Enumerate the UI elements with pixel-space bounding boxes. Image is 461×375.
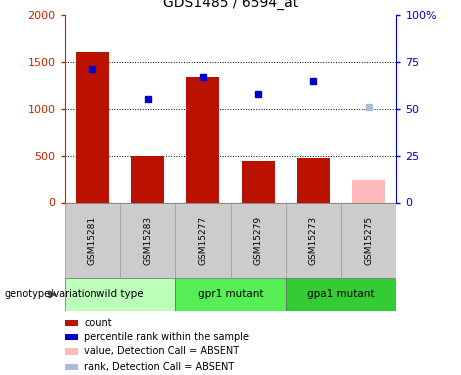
Text: genotype/variation: genotype/variation xyxy=(5,290,97,299)
Bar xyxy=(286,202,341,278)
Bar xyxy=(65,320,78,326)
Text: gpr1 mutant: gpr1 mutant xyxy=(198,290,263,299)
Bar xyxy=(186,77,219,203)
Text: GSM15273: GSM15273 xyxy=(309,215,318,265)
Text: rank, Detection Call = ABSENT: rank, Detection Call = ABSENT xyxy=(84,362,235,372)
Bar xyxy=(65,278,175,311)
Bar xyxy=(230,202,286,278)
Bar xyxy=(76,52,109,202)
Bar xyxy=(175,278,286,311)
Text: GSM15275: GSM15275 xyxy=(364,215,373,265)
Text: gpa1 mutant: gpa1 mutant xyxy=(307,290,375,299)
Bar xyxy=(286,278,396,311)
Bar xyxy=(175,202,230,278)
Text: wild type: wild type xyxy=(96,290,144,299)
Text: GSM15279: GSM15279 xyxy=(254,215,263,265)
Bar xyxy=(65,334,78,340)
Text: GSM15283: GSM15283 xyxy=(143,215,152,265)
Bar xyxy=(65,348,78,355)
Bar xyxy=(65,202,120,278)
Bar xyxy=(352,180,385,203)
Bar xyxy=(242,161,275,202)
Title: GDS1485 / 6594_at: GDS1485 / 6594_at xyxy=(163,0,298,10)
Bar xyxy=(120,202,175,278)
Bar xyxy=(341,202,396,278)
Bar xyxy=(297,158,330,203)
Bar xyxy=(65,363,78,370)
Text: count: count xyxy=(84,318,112,328)
Text: GSM15277: GSM15277 xyxy=(198,215,207,265)
Bar xyxy=(131,156,164,203)
Text: value, Detection Call = ABSENT: value, Detection Call = ABSENT xyxy=(84,346,240,356)
Text: GSM15281: GSM15281 xyxy=(88,215,97,265)
Text: percentile rank within the sample: percentile rank within the sample xyxy=(84,332,249,342)
